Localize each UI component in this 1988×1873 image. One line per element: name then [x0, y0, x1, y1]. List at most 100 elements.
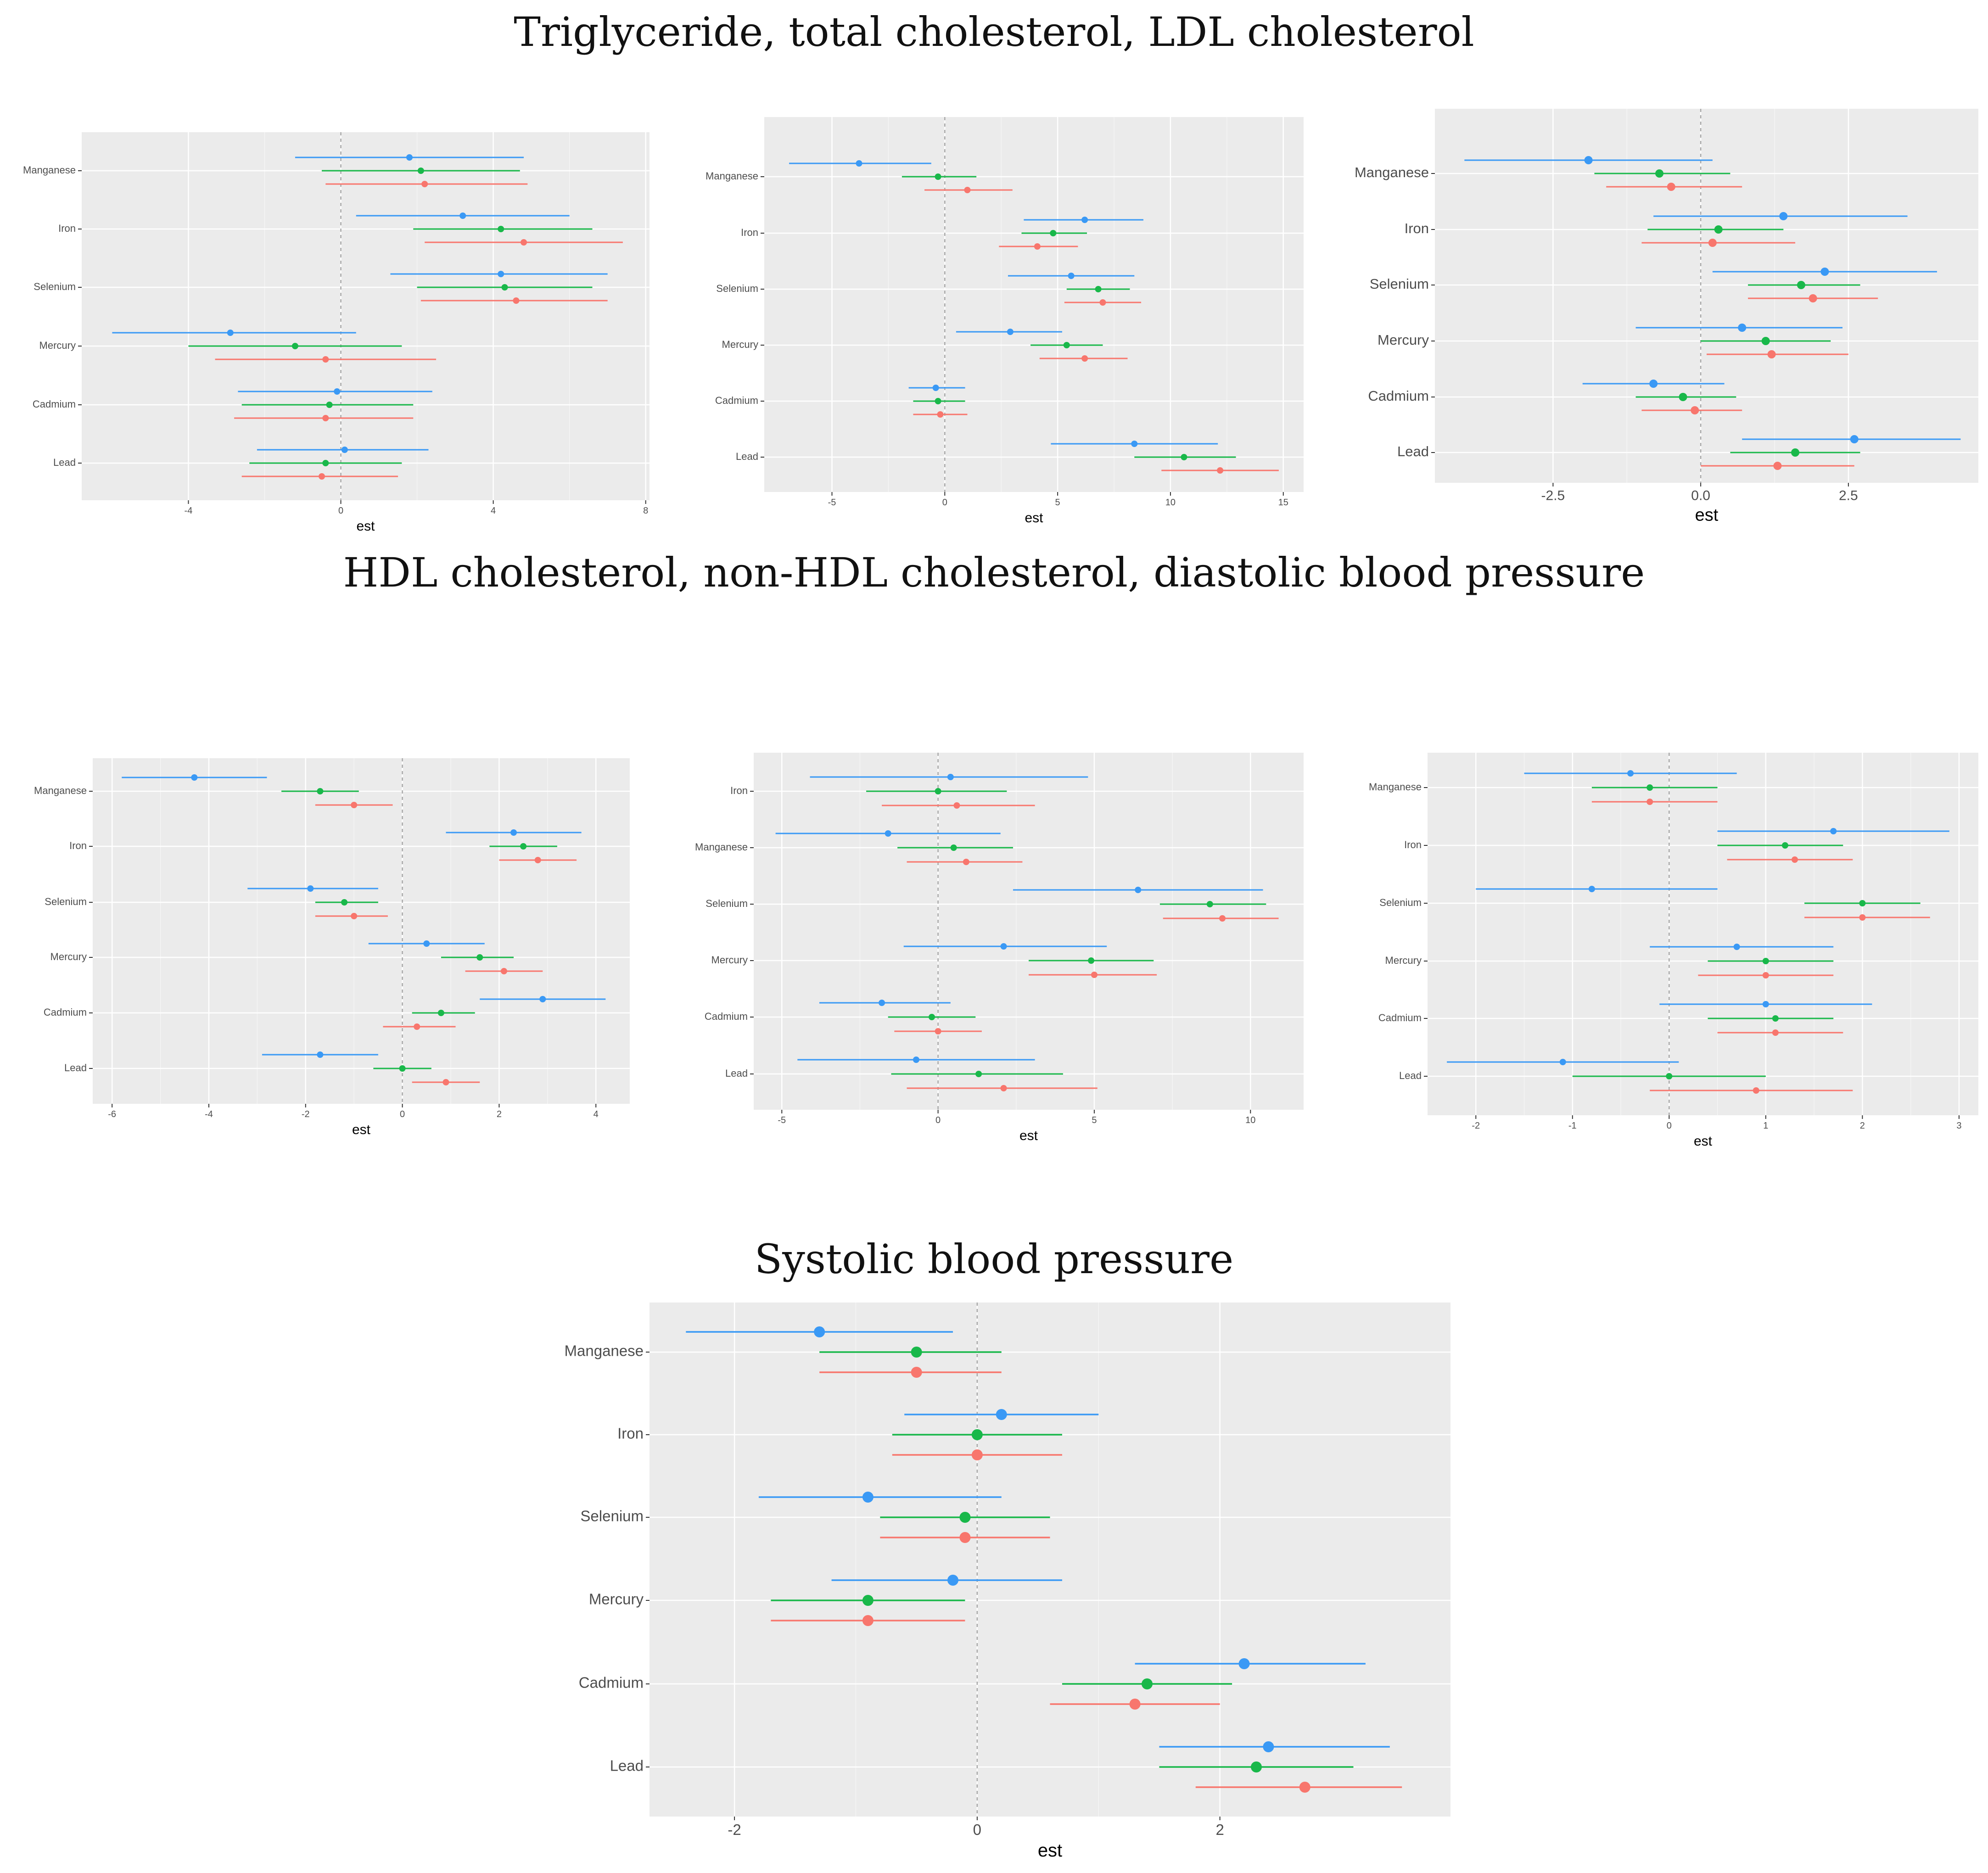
point-estimate-blue	[1131, 441, 1138, 447]
point-estimate-green	[1714, 225, 1723, 234]
y-tick-label: Lead	[1399, 1070, 1422, 1081]
x-tick-label: 0	[973, 1821, 981, 1838]
point-estimate-blue	[1733, 944, 1740, 950]
y-tick-label: Cadmium	[44, 1006, 87, 1018]
x-tick-label: -4	[205, 1109, 213, 1119]
point-estimate-blue	[227, 330, 234, 336]
y-tick-label: Selenium	[45, 896, 87, 907]
y-tick-label: Iron	[1405, 220, 1429, 236]
point-estimate-blue	[856, 160, 862, 167]
forest-plot-p3: Manganese Iron Selenium Mercury Cadmium Lead -…	[1355, 109, 1978, 525]
point-estimate-green	[1181, 454, 1187, 460]
point-estimate-blue	[1830, 828, 1837, 834]
forest-plot-p4: Manganese Iron Selenium Mercury Cadmium Lead -…	[34, 758, 630, 1137]
y-tick-label: Selenium	[34, 281, 76, 292]
point-estimate-green	[928, 1014, 935, 1020]
section-title-row1: Triglyceride, total cholesterol, LDL cho…	[514, 8, 1474, 56]
point-estimate-red	[500, 968, 507, 974]
y-tick-label: Manganese	[565, 1342, 644, 1359]
plot-panel	[754, 753, 1304, 1110]
x-tick-label: -6	[108, 1109, 116, 1119]
y-tick-label: Manganese	[23, 164, 76, 176]
point-estimate-red	[911, 1367, 922, 1378]
point-estimate-red	[1809, 294, 1817, 302]
plot-panel	[764, 117, 1304, 492]
point-estimate-red	[1646, 799, 1653, 805]
point-estimate-green	[1772, 1015, 1779, 1022]
x-tick-label: 1	[1763, 1121, 1768, 1131]
forest-plot-p1: Manganese Iron Selenium Mercury Cadmium Lead -…	[23, 132, 650, 534]
y-tick-label: Mercury	[722, 339, 758, 350]
point-estimate-red	[1219, 915, 1226, 922]
plot-panel	[650, 1303, 1450, 1817]
point-estimate-green	[971, 1429, 983, 1440]
x-tick-label: 0	[400, 1109, 405, 1119]
y-tick-label: Cadmium	[33, 398, 76, 410]
point-estimate-red	[1753, 1087, 1759, 1094]
point-estimate-blue	[1649, 380, 1658, 388]
x-tick-label: -2	[302, 1109, 310, 1119]
y-tick-label: Mercury	[1385, 955, 1422, 966]
point-estimate-blue	[1779, 212, 1788, 220]
point-estimate-green	[1646, 784, 1653, 791]
point-estimate-green	[1791, 448, 1800, 457]
point-estimate-green	[1781, 842, 1788, 849]
point-estimate-red	[351, 913, 358, 919]
x-tick-label: 2.5	[1839, 488, 1858, 503]
point-estimate-green	[1761, 337, 1770, 345]
x-tick-label: 8	[643, 506, 648, 516]
point-estimate-red	[862, 1615, 874, 1626]
y-tick-label: Lead	[64, 1062, 87, 1073]
point-estimate-blue	[1068, 273, 1075, 279]
point-estimate-blue	[498, 271, 504, 277]
point-estimate-green	[975, 1071, 982, 1077]
point-estimate-green	[950, 844, 957, 851]
y-tick-label: Iron	[69, 840, 87, 851]
y-tick-label: Cadmium	[705, 1011, 748, 1022]
point-estimate-red	[1773, 462, 1782, 470]
y-tick-label: Selenium	[706, 898, 748, 909]
y-tick-label: Manganese	[1355, 164, 1429, 180]
y-tick-label: Manganese	[1369, 781, 1422, 793]
point-estimate-red	[421, 181, 428, 187]
point-estimate-blue	[913, 1057, 919, 1063]
y-tick-label: Selenium	[1370, 276, 1429, 292]
point-estimate-red	[1859, 914, 1866, 921]
point-estimate-blue	[1738, 324, 1747, 332]
point-estimate-blue	[539, 996, 546, 1002]
point-estimate-red	[442, 1079, 449, 1085]
x-tick-label: 2	[497, 1109, 502, 1119]
x-tick-label: 0.0	[1691, 488, 1710, 503]
point-estimate-green	[1859, 900, 1866, 906]
point-estimate-green	[1142, 1678, 1153, 1689]
x-tick-label: -2	[1472, 1121, 1480, 1131]
y-tick-label: Mercury	[50, 951, 87, 962]
point-estimate-red	[1772, 1029, 1779, 1036]
y-tick-label: Iron	[617, 1425, 644, 1442]
point-estimate-green	[862, 1595, 874, 1606]
point-estimate-red	[521, 239, 527, 246]
x-tick-label: -5	[778, 1115, 786, 1125]
x-axis-title: est	[1695, 505, 1719, 525]
point-estimate-blue	[1762, 1001, 1769, 1007]
point-estimate-red	[1299, 1782, 1310, 1793]
plot-panel	[93, 758, 630, 1104]
point-estimate-red	[1129, 1699, 1141, 1710]
x-tick-label: 4	[594, 1109, 599, 1119]
x-tick-label: -5	[828, 498, 836, 508]
y-tick-label: Iron	[741, 227, 758, 238]
section-title-row3: Systolic blood pressure	[754, 1236, 1234, 1283]
point-estimate-red	[534, 857, 541, 863]
point-estimate-blue	[1584, 156, 1593, 164]
point-estimate-red	[1792, 856, 1798, 863]
x-tick-label: 5	[1055, 498, 1060, 508]
point-estimate-blue	[1627, 770, 1634, 777]
point-estimate-green	[437, 1010, 444, 1016]
y-tick-label: Lead	[736, 451, 758, 462]
y-tick-label: Iron	[730, 785, 748, 796]
y-tick-label: Manganese	[695, 841, 748, 853]
point-estimate-blue	[1820, 268, 1829, 276]
point-estimate-green	[1063, 342, 1070, 348]
point-estimate-blue	[885, 830, 891, 837]
point-estimate-green	[417, 168, 424, 174]
